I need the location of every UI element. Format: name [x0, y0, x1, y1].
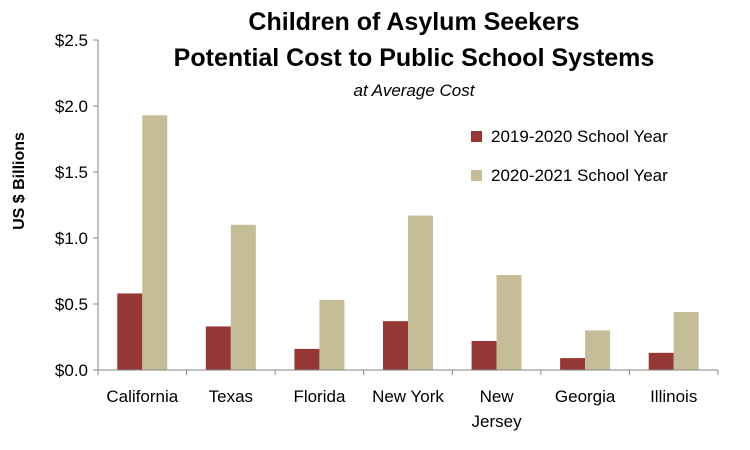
bar-georgia-series-2: [585, 330, 611, 370]
chart-title: Children of Asylum Seekers Potential Cos…: [174, 8, 655, 100]
axes: [97, 40, 718, 371]
bar-illinois-series-1: [648, 352, 674, 370]
y-tick-label: $2.5: [55, 31, 88, 50]
bar-california-series-1: [117, 293, 143, 370]
bar-california-series-2: [142, 115, 168, 371]
legend: 2019-2020 School Year 2020-2021 School Ye…: [471, 127, 668, 185]
x-tick-label: Georgia: [555, 387, 616, 406]
legend-swatch-series-1: [471, 131, 482, 142]
x-tick-label: Illinois: [650, 387, 697, 406]
bar-texas-series-1: [205, 326, 231, 370]
x-tick-label: New Jersey: [472, 387, 523, 431]
legend-label-series-2: 2020-2021 School Year: [491, 166, 668, 185]
y-tick-label: $0.5: [55, 295, 88, 314]
chart-title-line-1: Children of Asylum Seekers: [248, 8, 579, 36]
x-tick-label: Texas: [209, 387, 253, 406]
bar-new-jersey-series-2: [496, 274, 522, 370]
y-tick-label: $1.0: [55, 229, 88, 248]
bar-new-jersey-series-1: [471, 340, 497, 370]
y-tick-label: $0.0: [55, 361, 88, 380]
bar-texas-series-2: [230, 224, 256, 370]
x-axis-ticks: California Texas Florida New York New Jersey G…: [97, 370, 719, 431]
y-axis-ticks: $0.0 $0.5 $1.0 $1.5 $2.0 $2.5: [55, 31, 98, 380]
bars: [117, 115, 699, 371]
x-tick-label: Florida: [293, 387, 346, 406]
chart-subtitle: at Average Cost: [354, 81, 476, 100]
y-tick-label: $1.5: [55, 163, 88, 182]
x-tick-label: New York: [372, 387, 444, 406]
bar-florida-series-1: [294, 348, 320, 370]
x-tick-label: California: [106, 387, 178, 406]
bar-new-york-series-1: [383, 321, 408, 370]
y-axis-label: US $ Billions: [11, 132, 28, 230]
bar-florida-series-2: [319, 300, 345, 370]
bar-georgia-series-1: [560, 358, 586, 370]
bar-illinois-series-2: [673, 311, 699, 370]
y-tick-label: $2.0: [55, 97, 88, 116]
chart-title-line-2: Potential Cost to Public School Systems: [174, 44, 655, 72]
legend-swatch-series-2: [471, 170, 482, 181]
bar-new-york-series-2: [408, 215, 433, 370]
legend-label-series-1: 2019-2020 School Year: [491, 127, 668, 146]
